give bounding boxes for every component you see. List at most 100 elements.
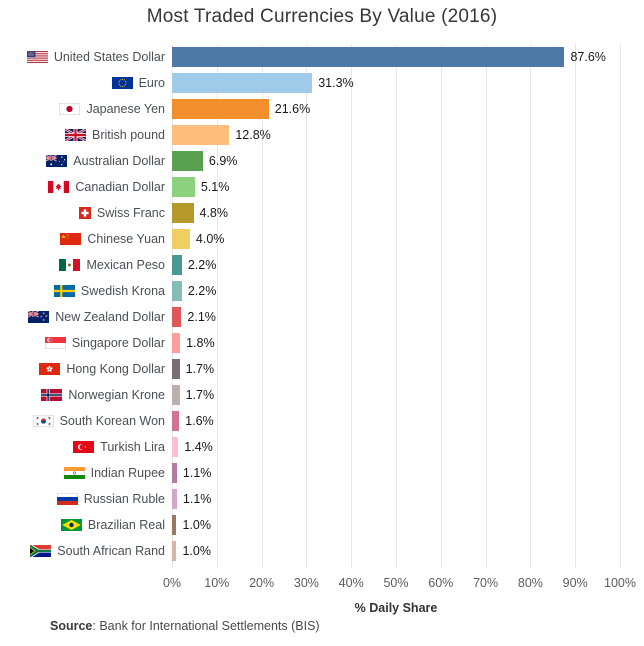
x-tick-label: 70% (473, 576, 499, 590)
currency-label: Norwegian Krone (68, 388, 165, 402)
brazil-flag-icon (61, 519, 82, 531)
bar-br (172, 515, 177, 535)
currency-label: Mexican Peso (86, 258, 165, 272)
bar-track: 2.2% (172, 281, 620, 301)
bar-row: Indian Rupee 1.1% (0, 460, 644, 486)
bar-cn (172, 229, 190, 249)
category-label-cell: South African Rand (0, 544, 172, 558)
bar-track: 1.6% (172, 411, 620, 431)
currency-label: Japanese Yen (86, 102, 165, 116)
bar-track: 87.6% (172, 47, 620, 67)
bar-row: Chinese Yuan 4.0% (0, 226, 644, 252)
bar-track: 4.0% (172, 229, 620, 249)
value-label: 21.6% (274, 102, 311, 116)
bar-row: Australian Dollar 6.9% (0, 148, 644, 174)
currency-label: Indian Rupee (90, 466, 165, 480)
currency-label: Turkish Lira (100, 440, 165, 454)
bar-row: Mexican Peso 2.2% (0, 252, 644, 278)
value-label: 2.2% (187, 284, 217, 298)
bar-track: 2.2% (172, 255, 620, 275)
gridline (261, 44, 263, 568)
bar-row: Hong Kong Dollar 1.7% (0, 356, 644, 382)
value-label: 1.4% (184, 440, 213, 454)
bar-gb (172, 125, 230, 145)
bar-track: 1.7% (172, 385, 620, 405)
x-tick-label: 60% (428, 576, 454, 590)
currency-label: British pound (92, 128, 165, 142)
currency-label: Swedish Krona (80, 284, 165, 298)
currency-label: United States Dollar (53, 50, 165, 64)
gridline (172, 44, 173, 568)
bar-track: 4.8% (172, 203, 620, 223)
gridline (485, 44, 487, 568)
bar-row: Turkish Lira 1.4% (0, 434, 644, 460)
category-label-cell: Euro (0, 76, 172, 90)
category-label-cell: South Korean Won (0, 414, 172, 428)
gridline (440, 44, 442, 568)
japan-flag-icon (59, 103, 80, 115)
bar-row: British pound 12.8% (0, 122, 644, 148)
category-label-cell: Norwegian Krone (0, 388, 172, 402)
bar-us (172, 47, 565, 67)
bar-ca (172, 177, 195, 197)
value-label: 1.8% (186, 336, 215, 350)
bar-track: 1.1% (172, 489, 620, 509)
x-tick-label: 10% (204, 576, 230, 590)
bar-ch (172, 203, 194, 223)
currency-label: Singapore Dollar (71, 336, 165, 350)
category-label-cell: Swedish Krona (0, 284, 172, 298)
mexico-flag-icon (59, 259, 80, 271)
category-label-cell: United States Dollar (0, 50, 172, 64)
x-axis-title: % Daily Share (354, 601, 438, 615)
south-africa-flag-icon (30, 545, 51, 557)
value-label: 4.8% (199, 206, 229, 220)
bar-track: 2.1% (172, 307, 620, 327)
bar-track: 6.9% (172, 151, 620, 171)
value-label: 1.1% (182, 492, 212, 506)
chart-body: United States Dollar 87.6% Euro 31.3% Japane… (0, 44, 644, 646)
bar-track: 21.6% (172, 99, 620, 119)
bar-row: Euro 31.3% (0, 70, 644, 96)
bar-track: 31.3% (172, 73, 620, 93)
bar-row: Japanese Yen 21.6% (0, 96, 644, 122)
value-label: 1.1% (182, 466, 212, 480)
bar-row: Swedish Krona 2.2% (0, 278, 644, 304)
bar-row: Russian Ruble 1.1% (0, 486, 644, 512)
bar-mx (172, 255, 182, 275)
currency-label: Canadian Dollar (75, 180, 165, 194)
category-label-cell: Chinese Yuan (0, 232, 172, 246)
category-label-cell: Japanese Yen (0, 102, 172, 116)
us-flag-icon (27, 51, 48, 63)
new-zealand-flag-icon (28, 311, 49, 323)
source-note: Source: Bank for International Settlemen… (50, 619, 320, 633)
bar-track: 1.0% (172, 541, 620, 561)
russia-flag-icon (57, 493, 78, 505)
gridline (396, 44, 397, 568)
category-label-cell: Indian Rupee (0, 466, 172, 480)
category-label-cell: Brazilian Real (0, 518, 172, 532)
x-tick-label: 100% (604, 576, 636, 590)
bar-row: Swiss Franc 4.8% (0, 200, 644, 226)
currency-label: South Korean Won (59, 414, 165, 428)
bar-track: 1.4% (172, 437, 620, 457)
currency-label: Chinese Yuan (87, 232, 165, 246)
bar-in (172, 463, 177, 483)
currency-label: Brazilian Real (87, 518, 165, 532)
bar-hk (172, 359, 180, 379)
category-label-cell: Hong Kong Dollar (0, 362, 172, 376)
value-label: 1.0% (182, 544, 211, 558)
x-tick-label: 90% (562, 576, 588, 590)
bar-track: 1.7% (172, 359, 620, 379)
bar-track: 12.8% (172, 125, 620, 145)
value-label: 12.8% (235, 128, 271, 142)
currency-label: South African Rand (57, 544, 165, 558)
india-flag-icon (64, 467, 85, 479)
gridline (620, 44, 621, 568)
category-label-cell: Turkish Lira (0, 440, 172, 454)
category-label-cell: Singapore Dollar (0, 336, 172, 350)
bar-row: Brazilian Real 1.0% (0, 512, 644, 538)
china-flag-icon (60, 233, 81, 245)
value-label: 2.1% (187, 310, 216, 324)
bar-eu (172, 73, 313, 93)
